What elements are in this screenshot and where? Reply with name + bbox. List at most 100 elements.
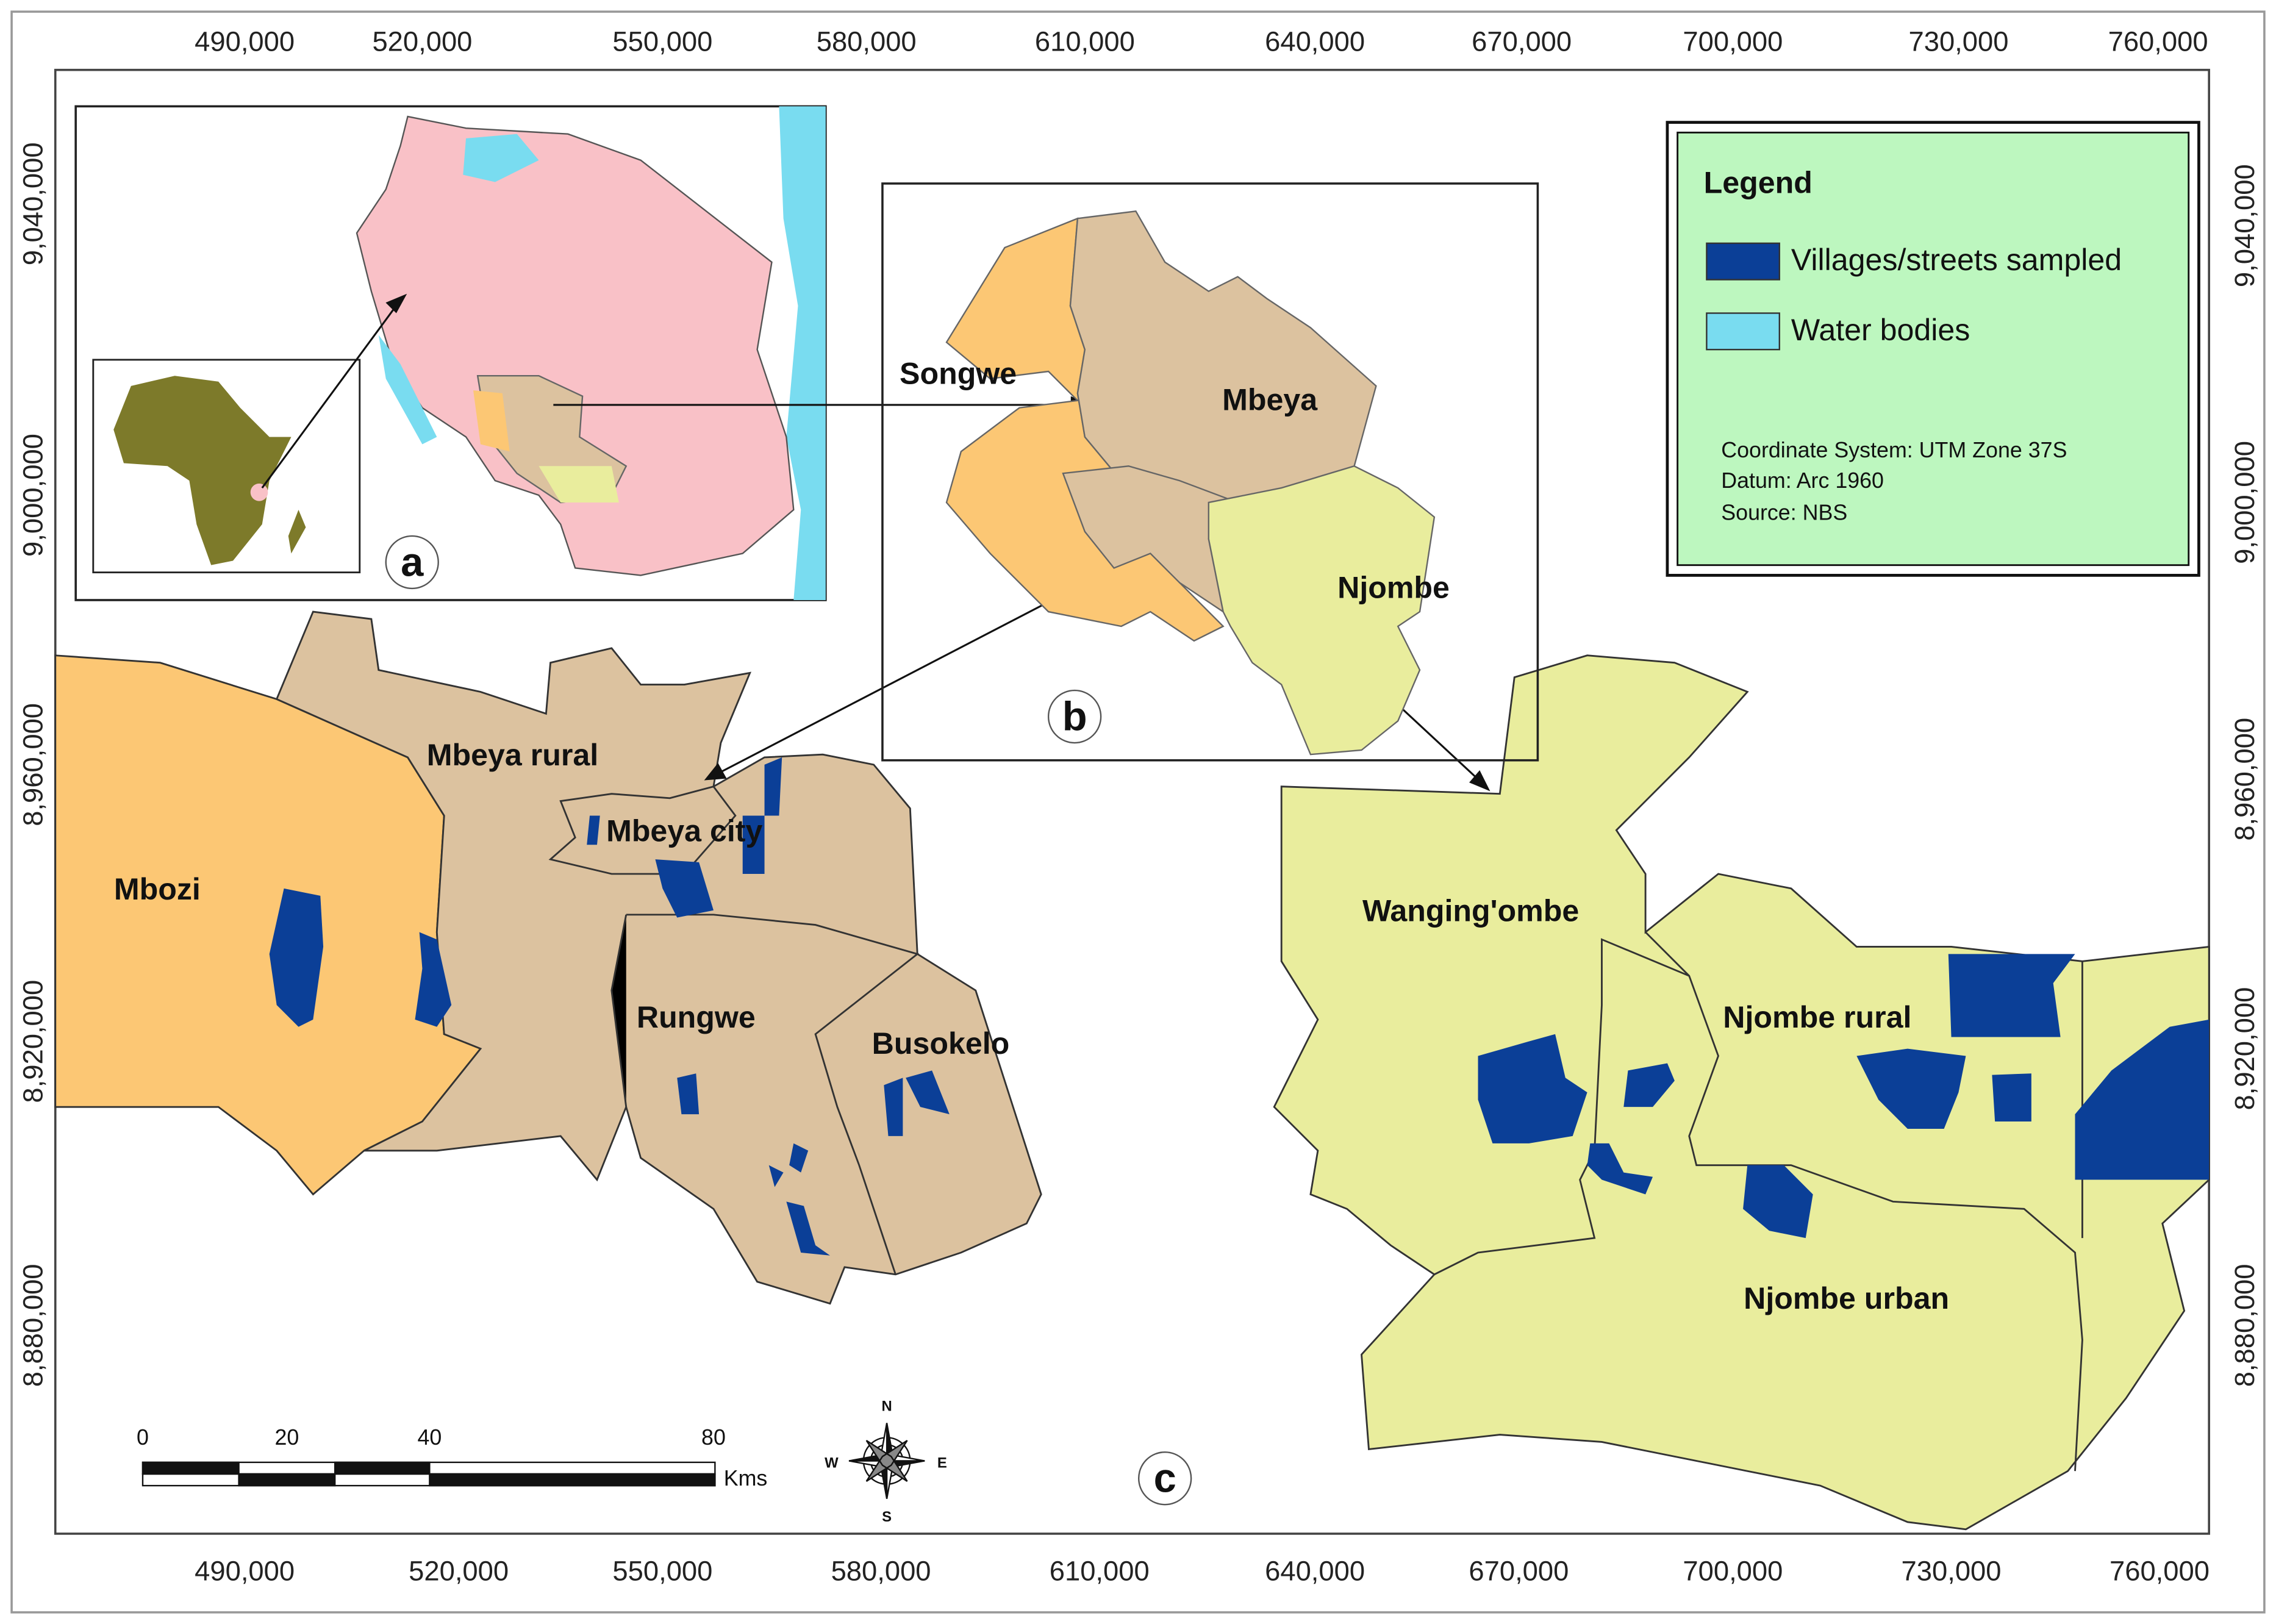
map-shape [1138,1451,1192,1506]
x-coordinate-label: 700,000 [1683,26,1783,57]
x-coordinate-label: 640,000 [1265,1555,1365,1586]
map-shape [906,1070,950,1115]
x-coordinate-label: 700,000 [1683,1555,1783,1586]
legend-note: Coordinate System: UTM Zone 37S [1721,438,2067,462]
map-shape [548,785,737,875]
panel-label: b [1062,693,1087,739]
scale-label: 40 [417,1425,442,1450]
x-coordinate-label: 550,000 [612,26,712,57]
district-label: Rungwe [637,1000,756,1034]
district-label: Njombe urban [1744,1281,1949,1315]
map-shape [587,815,600,845]
sampled-villages [269,757,2210,1256]
map-shape [1992,1073,2031,1122]
map-shape [1469,770,1490,792]
legend-note: Datum: Arc 1960 [1721,468,1884,493]
map-shape [1478,1034,1587,1143]
map-shape [865,1440,908,1482]
x-coordinate-label: 580,000 [831,1555,931,1586]
scale-label: 0 [137,1425,149,1450]
map-shape [250,483,268,501]
map-shape [768,1165,784,1187]
scale-label: 80 [701,1425,726,1450]
district-label: Busokelo [872,1026,1010,1061]
map-shape [742,815,765,875]
x-coordinate-label: 730,000 [1902,1555,2002,1586]
compass-letter: E [937,1455,947,1472]
map-shape [269,888,324,1027]
map-shape [141,1461,240,1475]
map-shape [238,1473,336,1487]
map-shape [655,859,714,918]
map-shape [429,1473,716,1487]
map-shape [881,182,1539,762]
map-shape [334,1461,431,1475]
map-shape [356,115,795,576]
map-shape [1623,1063,1675,1107]
legend-note: Source: NBS [1721,501,1847,525]
x-coordinate-label: 580,000 [817,26,917,57]
x-coordinate-label: 490,000 [195,26,295,57]
map-shape [2075,1019,2210,1180]
map-shape [1587,1143,1653,1195]
y-coordinate-label: 9,000,000 [2229,441,2260,564]
group [141,1461,716,1487]
map-shape [626,914,920,1275]
y-coordinate-label: 8,960,000 [2229,718,2260,841]
region-label: Songwe [900,356,1017,390]
panel-c-regions [54,610,2210,1531]
map-shape [1743,1165,1813,1239]
district-label: Mbeya city [606,814,762,848]
y-coordinate-label: 8,960,000 [17,703,48,826]
x-coordinate-label: 520,000 [409,1555,509,1586]
panel-label: a [401,539,424,585]
map-shape [1208,465,1436,756]
x-coordinate-label: 670,000 [1469,1555,1569,1586]
district-label: Mbeya rural [427,738,598,772]
map-shape [704,763,727,781]
map-shape [463,134,539,182]
x-coordinate-label: 610,000 [1035,26,1135,57]
x-coordinate-label: 550,000 [612,1555,712,1586]
map-shape [1645,931,2083,1472]
legend-item: Villages/streets sampled [1791,243,2122,277]
scale-unit: Kms [724,1466,768,1490]
compass-letter: N [881,1398,892,1414]
y-coordinate-label: 8,880,000 [2229,1264,2260,1387]
map-shape [1047,689,1102,744]
compass-rose [848,1423,925,1499]
x-coordinate-label: 490,000 [195,1555,295,1586]
y-coordinate-label: 9,000,000 [17,434,48,557]
y-coordinate-label: 9,040,000 [2229,164,2260,287]
district-label: Mbozi [114,872,201,906]
map-shape [1273,654,2210,1531]
map-shape [275,610,1042,1305]
map-shape [415,932,452,1027]
map-shape [1948,954,2075,1037]
map-shape [764,757,782,816]
compass-letter: W [825,1455,839,1472]
map-shape [288,509,306,554]
region-label: Mbeya [1222,382,1318,417]
map-shape [261,305,397,489]
panel-label: c [1154,1456,1176,1501]
district-label: Wanging'ombe [1362,894,1579,928]
map-shape [378,335,437,445]
legend-title: Legend [1704,166,1813,200]
map-shape [385,535,439,590]
x-coordinate-label: 730,000 [1909,26,2009,57]
x-coordinate-label: 670,000 [1472,26,1572,57]
map-shape [779,106,826,600]
compass-letter: S [882,1509,892,1525]
region-label: Njombe [1337,571,1450,605]
map-shape [473,390,510,452]
legend-item: Water bodies [1791,313,1970,347]
y-coordinate-label: 8,920,000 [17,980,48,1103]
x-coordinate-label: 640,000 [1265,26,1365,57]
map-shape [677,1073,700,1115]
map-shape [1706,312,1780,351]
map-shape [113,376,292,565]
x-coordinate-label: 610,000 [1050,1555,1150,1586]
map-shape [1706,242,1780,281]
